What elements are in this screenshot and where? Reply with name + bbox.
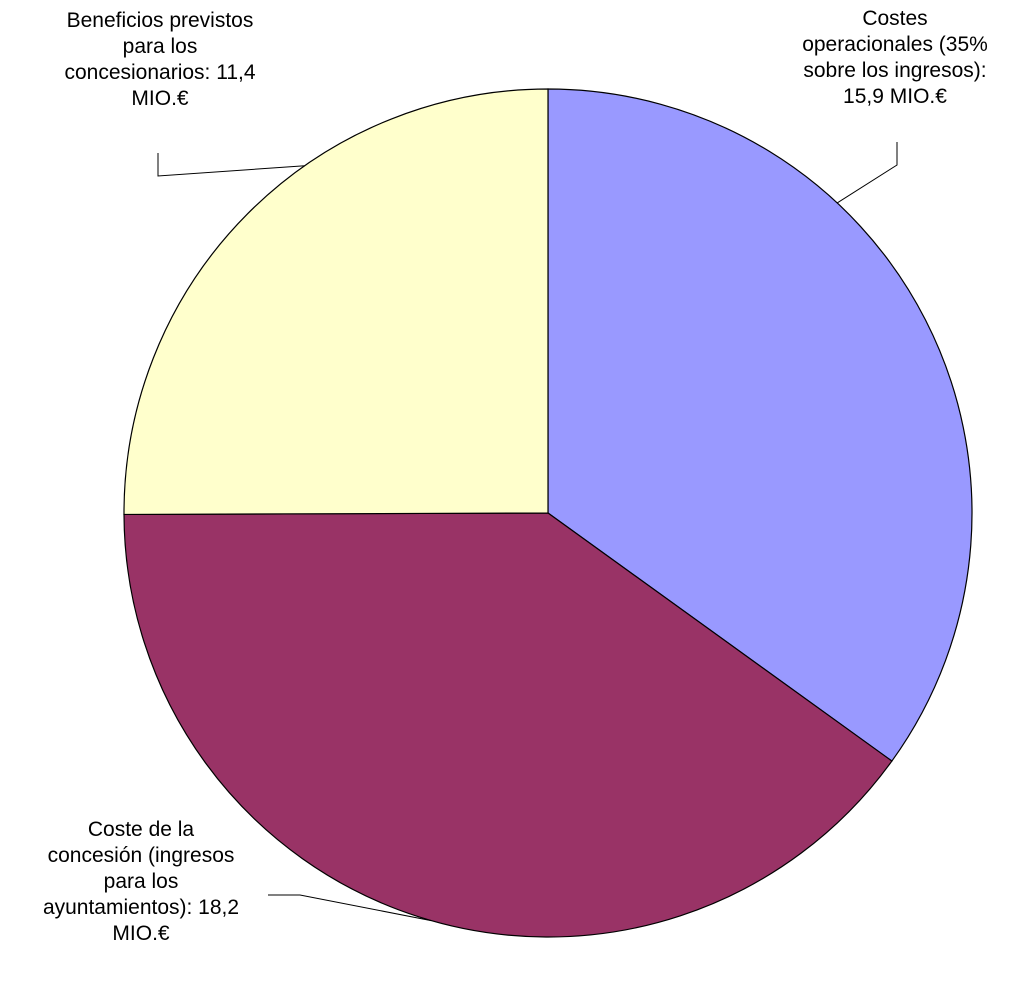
label-line: Beneficios previstos (66, 9, 254, 32)
label-line: para los (103, 870, 179, 893)
label-line: MIO.€ (131, 87, 189, 110)
label-line: operacionales (35% (802, 33, 988, 56)
label-line: concesionarios: 11,4 (64, 61, 256, 84)
leader-line-costes-operacionales (836, 142, 898, 204)
leader-line-beneficios-previstos (157, 153, 305, 177)
label-line: para los (122, 35, 198, 58)
pie-slice-beneficios-previstos (123, 88, 549, 516)
label-line: ayuntamientos): 18,2 (42, 896, 240, 919)
label-line: sobre los ingresos): (803, 59, 987, 82)
slice-label-coste-concesion: Coste de la concesión (ingresos para los… (0, 817, 282, 947)
slice-label-costes-operacionales: Costes operacionales (35% sobre los ingr… (760, 6, 1024, 110)
label-line: Coste de la (87, 818, 195, 841)
slice-label-beneficios-previstos: Beneficios previstos para los concesiona… (20, 8, 300, 112)
label-line: 15,9 MIO.€ (843, 85, 947, 108)
label-line: MIO.€ (112, 922, 170, 945)
pie-slice-costes-operacionales (547, 88, 973, 762)
leader-line-coste-concesion (268, 894, 432, 922)
label-line: Costes (862, 7, 928, 30)
pie-slice-coste-concesion (123, 512, 893, 938)
label-line: concesión (ingresos (47, 844, 235, 867)
